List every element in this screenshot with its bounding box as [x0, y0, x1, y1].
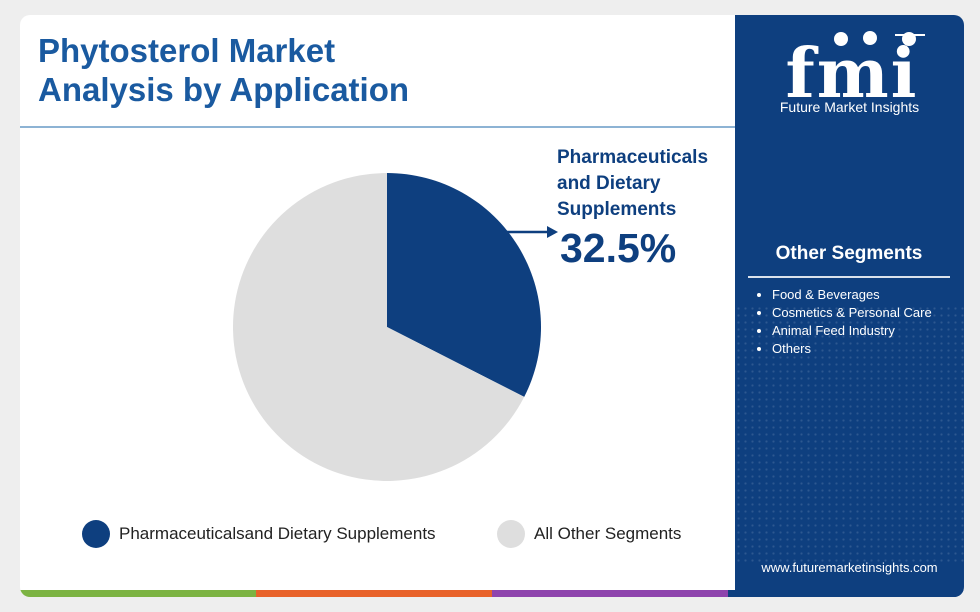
bottom-bar-segment: [728, 590, 964, 597]
legend-swatch-other: [497, 520, 525, 548]
title-line-1: Phytosterol Market: [38, 32, 336, 69]
callout-arrow: [507, 226, 558, 238]
bottom-bar-segment: [492, 590, 728, 597]
callout-line-3: Supplements: [557, 199, 677, 220]
callout-line-1: Pharmaceuticals: [557, 147, 709, 168]
other-segments-title: Other Segments: [775, 243, 923, 264]
legend-swatch-pharma: [82, 520, 110, 548]
website-url[interactable]: www.futuremarketinsights.com: [761, 560, 938, 575]
list-item: Food & Beverages: [757, 286, 962, 304]
list-item: Cosmetics & Personal Care: [757, 304, 962, 322]
other-segments-divider: [748, 276, 950, 278]
bottom-bar-segment: [20, 590, 256, 597]
legend-label-other: All Other Segments: [534, 524, 682, 543]
bottom-bar-segment: [256, 590, 492, 597]
legend-item-other: All Other Segments: [497, 520, 681, 548]
pie-slice-other: [233, 173, 525, 481]
bottom-color-bar: [20, 590, 964, 597]
title-line-2: Analysis by Application: [38, 71, 410, 108]
list-item: Animal Feed Industry: [757, 322, 962, 340]
svg-text:fmi: fmi: [785, 34, 918, 107]
callout-value: 32.5%: [560, 225, 677, 271]
sidebar-panel: fmi Future Market Insights Other Segment…: [735, 15, 964, 597]
title-divider: [20, 126, 735, 128]
dot-pattern: [735, 305, 964, 565]
callout-line-2: and Dietary: [557, 173, 661, 194]
page-title: Phytosterol Market Analysis by Applicati…: [38, 31, 698, 109]
pie-chart: [233, 173, 558, 481]
legend-label-pharma: Pharmaceuticalsand Dietary Supplements: [119, 524, 436, 543]
fmi-logo-mark: fmi: [785, 31, 925, 114]
legend-item-pharma: Pharmaceuticalsand Dietary Supplements: [82, 520, 436, 548]
other-segments-list: Food & Beverages Cosmetics & Personal Ca…: [757, 286, 962, 358]
pie-slice-pharma: [387, 173, 541, 397]
callout-label: Pharmaceuticals and Dietary Supplements: [557, 145, 737, 223]
fmi-logo: fmi: [767, 27, 937, 122]
list-item: Others: [757, 340, 962, 358]
logo-subtitle: Future Market Insights: [779, 99, 920, 115]
infographic-card: Phytosterol Market Analysis by Applicati…: [20, 15, 964, 597]
